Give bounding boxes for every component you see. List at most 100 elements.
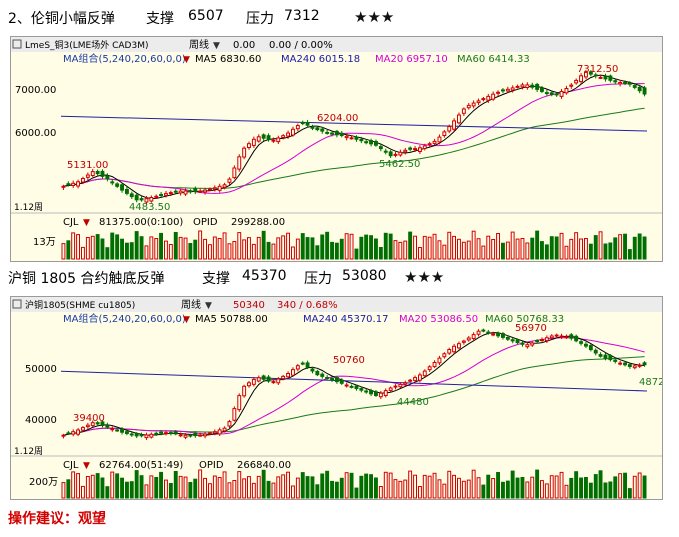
volume-bar bbox=[481, 484, 486, 499]
candle bbox=[544, 92, 549, 95]
candle bbox=[305, 362, 310, 368]
candle bbox=[383, 390, 388, 396]
volume-bar bbox=[212, 475, 217, 499]
volume-bar bbox=[632, 236, 637, 260]
candle bbox=[364, 141, 369, 144]
volume-bar bbox=[349, 472, 354, 499]
volume-bar bbox=[164, 240, 168, 260]
volume-bar bbox=[383, 471, 388, 499]
candle bbox=[188, 434, 193, 437]
volume-bar bbox=[476, 477, 481, 499]
chart2-title: 沪铜 1805 合约触底反弹 bbox=[8, 271, 165, 287]
volume-bar bbox=[85, 476, 90, 499]
chart2-opid-label: OPID bbox=[199, 460, 224, 471]
volume-bar bbox=[554, 236, 559, 260]
candle bbox=[164, 193, 168, 196]
volume-bar bbox=[330, 241, 335, 260]
volume-bar bbox=[525, 242, 530, 260]
candle bbox=[208, 188, 212, 191]
candle bbox=[208, 432, 212, 435]
candle bbox=[422, 370, 427, 377]
chart2-rating-stars: ★★★ bbox=[404, 268, 445, 286]
volume-bar bbox=[505, 480, 510, 499]
candle bbox=[574, 335, 579, 342]
chart2-volume-dropdown-icon[interactable]: ▼ bbox=[83, 461, 90, 471]
candle bbox=[105, 175, 110, 180]
chart2-svg: 沪铜1805(SHME cu1805) 周线 ▼ 50340 340 / 0.6… bbox=[11, 297, 662, 499]
chart1-period[interactable]: 周线 bbox=[189, 38, 209, 51]
chart2-annotation-left-high: 39400 bbox=[73, 413, 105, 424]
volume-bar bbox=[447, 231, 452, 260]
candle bbox=[364, 390, 369, 393]
volume-bar bbox=[569, 477, 574, 499]
chart1-ma-dropdown-icon[interactable]: ▼ bbox=[183, 55, 190, 65]
candle bbox=[437, 136, 442, 143]
volume-bar bbox=[623, 472, 627, 499]
chart2-menu-icon[interactable] bbox=[12, 299, 22, 309]
volume-bar bbox=[222, 471, 227, 499]
chart2-period[interactable]: 周线 bbox=[181, 298, 201, 311]
volume-bar bbox=[144, 484, 149, 499]
volume-bar bbox=[305, 237, 310, 260]
candle bbox=[251, 138, 256, 146]
volume-bar bbox=[134, 231, 139, 260]
candle bbox=[481, 98, 486, 101]
chart2-ma-label[interactable]: MA组合(5,240,20,60,0,0) bbox=[63, 312, 186, 325]
chart2-symbol[interactable]: 沪铜1805(SHME cu1805) bbox=[25, 299, 135, 311]
candle bbox=[149, 197, 154, 202]
volume-bar bbox=[588, 243, 593, 260]
candle bbox=[139, 434, 144, 437]
volume-bar bbox=[374, 477, 378, 499]
candle bbox=[164, 432, 168, 435]
chart1-period-dropdown-icon[interactable]: ▼ bbox=[213, 41, 220, 51]
chart2-volume-label[interactable]: CJL bbox=[63, 460, 79, 471]
chart1-support-value: 6507 bbox=[188, 8, 224, 24]
chart2-change: 340 / 0.68% bbox=[277, 300, 338, 311]
volume-bar bbox=[374, 238, 378, 260]
candle bbox=[505, 337, 510, 340]
candle bbox=[90, 171, 95, 177]
candle bbox=[393, 153, 398, 156]
candle bbox=[310, 368, 315, 372]
chart1-volume-dropdown-icon[interactable]: ▼ bbox=[83, 218, 90, 228]
chart1-symbol[interactable]: LmeS_铜3(LME场外 CAD3M) bbox=[25, 39, 148, 51]
volume-bar bbox=[452, 235, 457, 260]
candle bbox=[212, 431, 217, 434]
chart2-ma-dropdown-icon[interactable]: ▼ bbox=[183, 315, 190, 325]
candle bbox=[510, 87, 515, 91]
chart1-ma-label[interactable]: MA组合(5,240,20,60,0,0) bbox=[63, 52, 186, 65]
candle bbox=[291, 128, 295, 136]
candle bbox=[476, 330, 481, 335]
candle bbox=[378, 146, 383, 150]
candle bbox=[359, 388, 364, 391]
candle bbox=[588, 345, 593, 351]
candle bbox=[295, 125, 300, 130]
volume-bar bbox=[466, 240, 471, 260]
candle bbox=[305, 122, 310, 126]
candle bbox=[339, 132, 344, 137]
volume-bar bbox=[491, 478, 496, 499]
volume-bar bbox=[71, 232, 76, 260]
volume-bar bbox=[300, 233, 305, 260]
volume-bar bbox=[183, 476, 188, 499]
candle bbox=[310, 126, 315, 129]
chart1-menu-icon[interactable] bbox=[12, 39, 22, 49]
chart2-annotation-right-low: 4872 bbox=[639, 377, 662, 388]
volume-bar bbox=[271, 243, 276, 260]
candle bbox=[237, 156, 242, 170]
candle bbox=[315, 370, 320, 376]
candle bbox=[403, 382, 408, 385]
volume-bar bbox=[198, 230, 203, 260]
candle bbox=[481, 329, 486, 332]
chart1-volume-label[interactable]: CJL bbox=[63, 217, 79, 228]
chart2-annotation-mid-low: 44480 bbox=[397, 397, 429, 408]
chart1-support-label: 支撑 bbox=[146, 11, 174, 27]
volume-bar bbox=[178, 475, 183, 499]
candle bbox=[325, 131, 330, 134]
candle bbox=[247, 143, 251, 148]
chart2-period-dropdown-icon[interactable]: ▼ bbox=[205, 301, 212, 311]
candle bbox=[491, 93, 496, 100]
volume-bar bbox=[315, 245, 320, 260]
candle bbox=[403, 149, 408, 153]
candle bbox=[115, 429, 120, 432]
